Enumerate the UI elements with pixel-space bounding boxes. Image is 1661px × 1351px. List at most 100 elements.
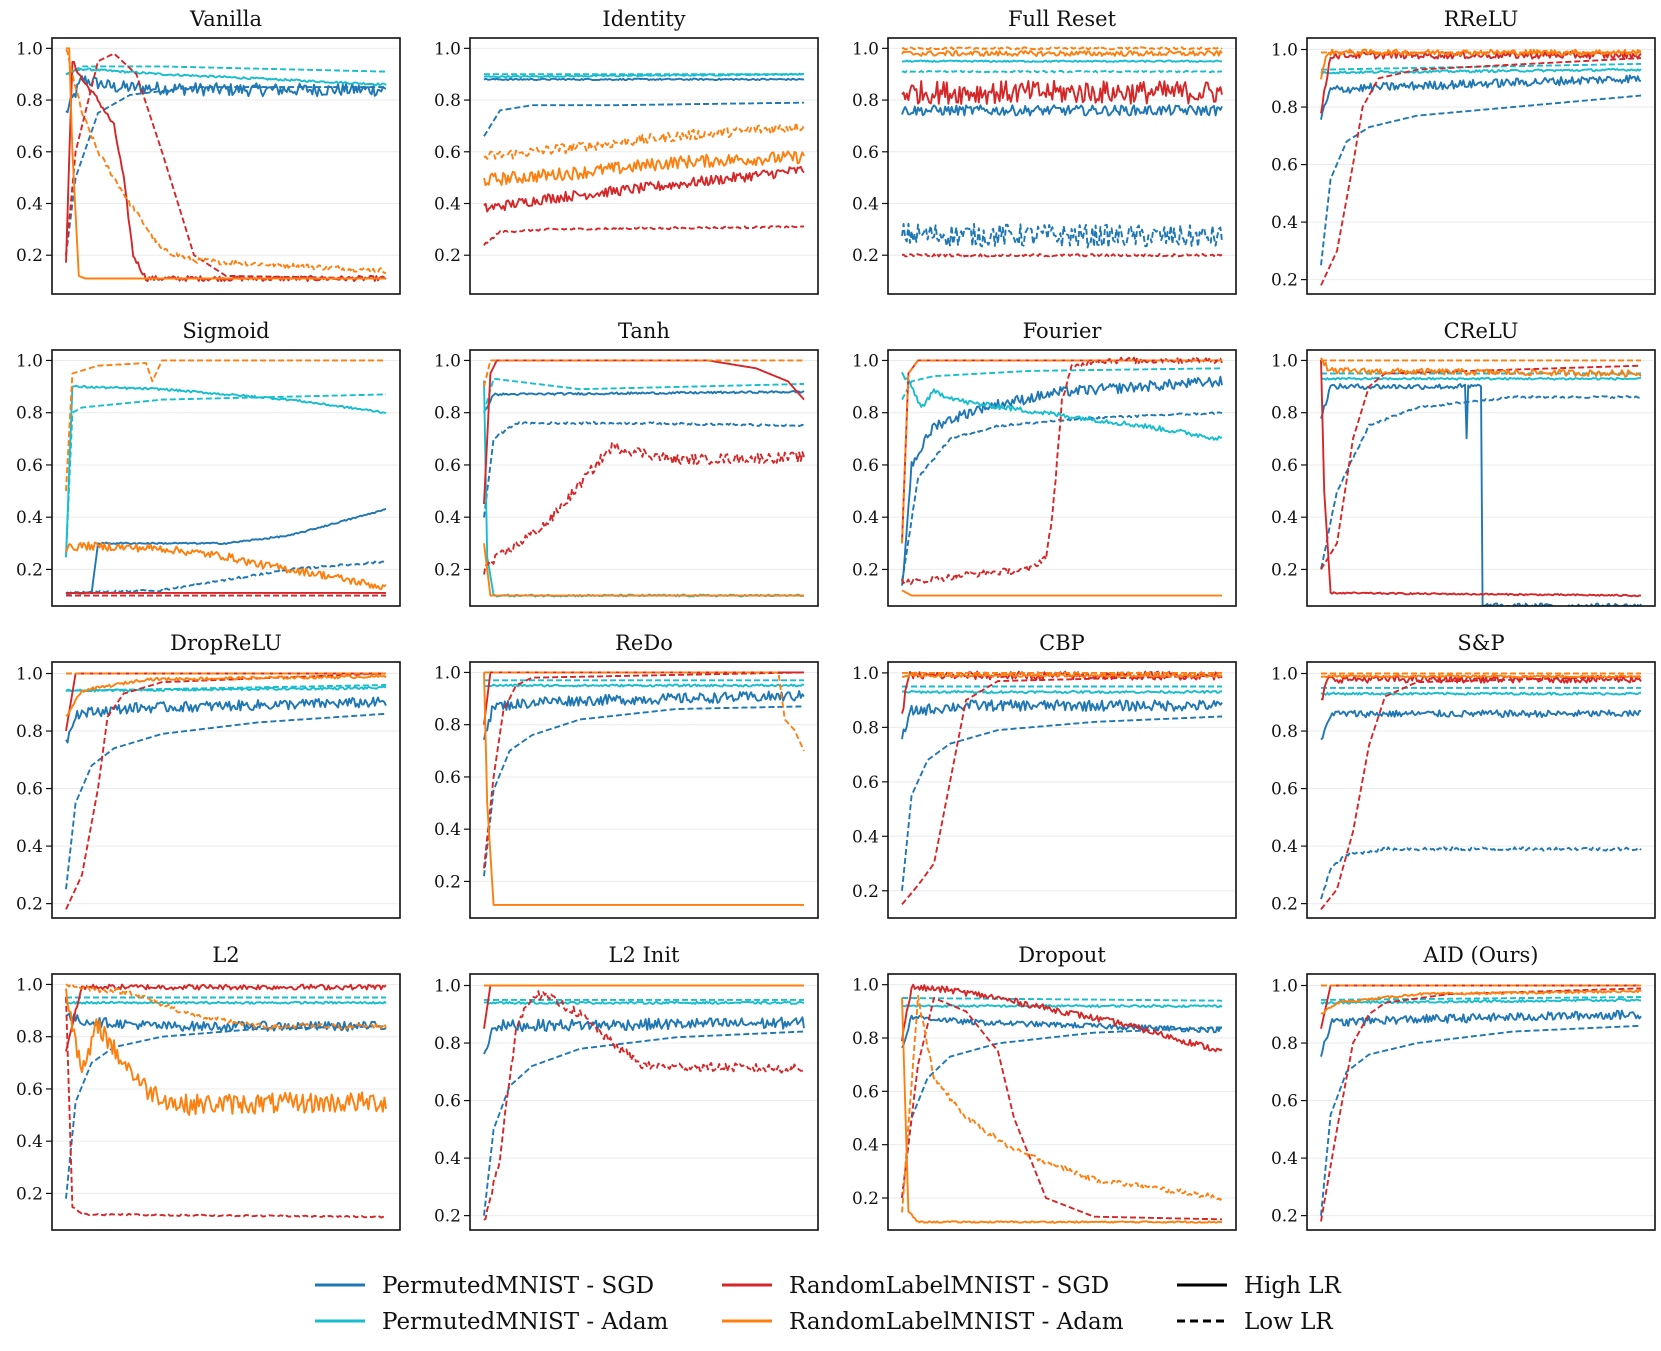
- series-group: [901, 670, 1223, 906]
- subplot-l2-init: L2 Init 0.2 0.4 0.6 0.8 1.0: [434, 943, 819, 1231]
- y-tick-label: 1.0: [16, 351, 43, 371]
- y-tick-label: 0.8: [16, 404, 43, 424]
- y-tick-label: 0.6: [1271, 456, 1298, 476]
- series-line-permutedmnist-adam-high-lr: [901, 371, 1223, 441]
- subplot-title: L2: [212, 943, 239, 967]
- series-line-permutedmnist-adam-high-lr: [484, 1000, 805, 1005]
- series-line-permutedmnist-sgd-low-lr: [901, 1026, 1223, 1199]
- subplot-full-reset: Full Reset 0.2 0.4 0.6 0.8 1.0: [852, 7, 1237, 295]
- series-line-randomlabelmnist-sgd-high-lr: [483, 165, 805, 213]
- series-line-permutedmnist-adam-high-lr: [1320, 376, 1642, 381]
- series-line-randomlabelmnist-sgd-low-lr: [1320, 987, 1641, 1222]
- y-tick-label: 0.4: [434, 1149, 461, 1169]
- series-line-permutedmnist-adam-high-lr: [65, 685, 387, 693]
- subplot-vanilla: Vanilla 0.2 0.4 0.6 0.8 1.0: [16, 7, 401, 295]
- subplot-grid: Vanilla 0.2 0.4 0.6 0.8 1.0 Identity 0.2 0.4 0.6 0…: [16, 7, 1656, 1231]
- subplot-fourier: Fourier 0.2 0.4 0.6 0.8 1.0: [852, 319, 1237, 607]
- series-line-permutedmnist-adam-high-lr: [1320, 997, 1642, 1005]
- series-line-permutedmnist-sgd-low-lr: [483, 101, 805, 137]
- series-line-permutedmnist-sgd-high-lr: [1320, 74, 1641, 120]
- y-tick-label: 0.2: [852, 246, 879, 266]
- subplot-title: RReLU: [1444, 7, 1519, 31]
- y-tick-label: 1.0: [1271, 665, 1298, 685]
- subplot-title: Full Reset: [1008, 7, 1117, 31]
- series-line-permutedmnist-sgd-high-lr: [901, 699, 1223, 740]
- axes-frame: [51, 37, 401, 295]
- series-line-randomlabelmnist-adam-low-lr: [65, 48, 387, 275]
- y-tick-label: 0.8: [16, 722, 43, 742]
- y-tick-label: 0.6: [1271, 780, 1298, 800]
- series-line-permutedmnist-adam-low-lr: [483, 377, 804, 413]
- series-line-permutedmnist-adam-high-lr: [901, 59, 1222, 63]
- y-tick-label: 1.0: [16, 665, 43, 685]
- legend: PermutedMNIST - SGD PermutedMNIST - Adam R…: [315, 1273, 1342, 1335]
- axes-frame: [887, 37, 1237, 295]
- series-line-permutedmnist-adam-high-lr: [65, 1000, 387, 1005]
- series-group: [483, 72, 805, 246]
- y-tick-label: 1.0: [852, 39, 879, 59]
- series-line-randomlabelmnist-adam-high-lr: [65, 988, 387, 1116]
- series-line-randomlabelmnist-adam-high-lr: [1320, 357, 1642, 378]
- series-line-permutedmnist-sgd-high-lr: [1320, 383, 1642, 606]
- y-tick-label: 0.8: [1271, 98, 1298, 118]
- legend-label: PermutedMNIST - SGD: [382, 1273, 654, 1299]
- y-tick-label: 0.6: [434, 143, 461, 163]
- axes-frame: [887, 973, 1237, 1231]
- y-tick-label: 0.8: [434, 716, 461, 736]
- subplot-crelu: CReLU 0.2 0.4 0.6 0.8 1.0: [1271, 319, 1656, 607]
- y-tick-label: 0.2: [852, 560, 879, 580]
- axes-frame: [1306, 661, 1656, 919]
- y-tick-label: 0.6: [434, 456, 461, 476]
- legend-label: Low LR: [1244, 1309, 1333, 1335]
- y-tick-label: 0.8: [852, 1029, 879, 1049]
- y-tick-label: 0.8: [16, 91, 43, 111]
- legend-entry-permutedmnist-sgd: PermutedMNIST - SGD: [315, 1273, 654, 1299]
- series-group: [483, 671, 805, 906]
- subplot-l2: L2 0.2 0.4 0.6 0.8 1.0: [16, 943, 401, 1231]
- subplot-cbp: CBP 0.2 0.4 0.6 0.8 1.0: [852, 631, 1237, 919]
- y-tick-label: 0.6: [852, 1082, 879, 1102]
- y-tick-label: 1.0: [852, 351, 879, 371]
- series-line-randomlabelmnist-sgd-low-lr: [1320, 675, 1641, 910]
- subplot-title: Fourier: [1023, 319, 1103, 343]
- axes-frame: [51, 973, 401, 1231]
- series-group: [901, 356, 1223, 597]
- series-line-randomlabelmnist-sgd-high-lr: [901, 983, 1223, 1053]
- legend-label: PermutedMNIST - Adam: [382, 1309, 669, 1335]
- y-tick-label: 0.4: [434, 194, 461, 214]
- y-tick-label: 0.2: [852, 1189, 879, 1209]
- series-line-randomlabelmnist-adam-high-lr: [65, 541, 387, 591]
- y-tick-label: 1.0: [16, 975, 43, 995]
- y-tick-label: 0.8: [16, 1028, 43, 1048]
- series-line-randomlabelmnist-sgd-low-lr: [1320, 57, 1642, 286]
- y-tick-label: 0.4: [1271, 837, 1298, 857]
- series-line-randomlabelmnist-sgd-low-lr: [901, 356, 1223, 586]
- axes-frame: [51, 349, 401, 607]
- series-line-permutedmnist-adam-high-lr: [483, 683, 805, 688]
- series-line-permutedmnist-adam-low-lr: [1321, 62, 1641, 71]
- legend-label: High LR: [1244, 1273, 1342, 1299]
- series-line-permutedmnist-sgd-high-lr: [483, 77, 805, 82]
- y-tick-label: 1.0: [1271, 41, 1298, 61]
- axes-frame: [51, 661, 401, 919]
- subplot-redo: ReDo 0.2 0.4 0.6 0.8 1.0: [434, 631, 819, 919]
- series-line-randomlabelmnist-sgd-low-lr: [65, 672, 387, 910]
- y-tick-label: 0.8: [434, 91, 461, 111]
- series-line-permutedmnist-sgd-low-lr: [65, 86, 386, 256]
- series-group: [65, 672, 387, 910]
- y-tick-label: 0.6: [434, 768, 461, 788]
- y-tick-label: 0.2: [16, 1184, 43, 1204]
- series-group: [483, 984, 805, 1221]
- series-line-permutedmnist-adam-high-lr: [65, 384, 387, 558]
- y-tick-label: 0.6: [16, 456, 43, 476]
- subplot-title: CReLU: [1444, 319, 1519, 343]
- series-line-permutedmnist-sgd-low-lr: [1320, 1024, 1641, 1216]
- y-tick-label: 0.2: [16, 560, 43, 580]
- y-tick-label: 0.2: [16, 895, 43, 915]
- series-line-permutedmnist-sgd-high-lr: [65, 507, 387, 595]
- y-tick-label: 0.8: [1271, 404, 1298, 424]
- series-line-permutedmnist-adam-low-lr: [901, 367, 1222, 401]
- subplot-droprelu: DropReLU 0.2 0.4 0.6 0.8 1.0: [16, 631, 401, 919]
- y-tick-label: 0.2: [1271, 560, 1298, 580]
